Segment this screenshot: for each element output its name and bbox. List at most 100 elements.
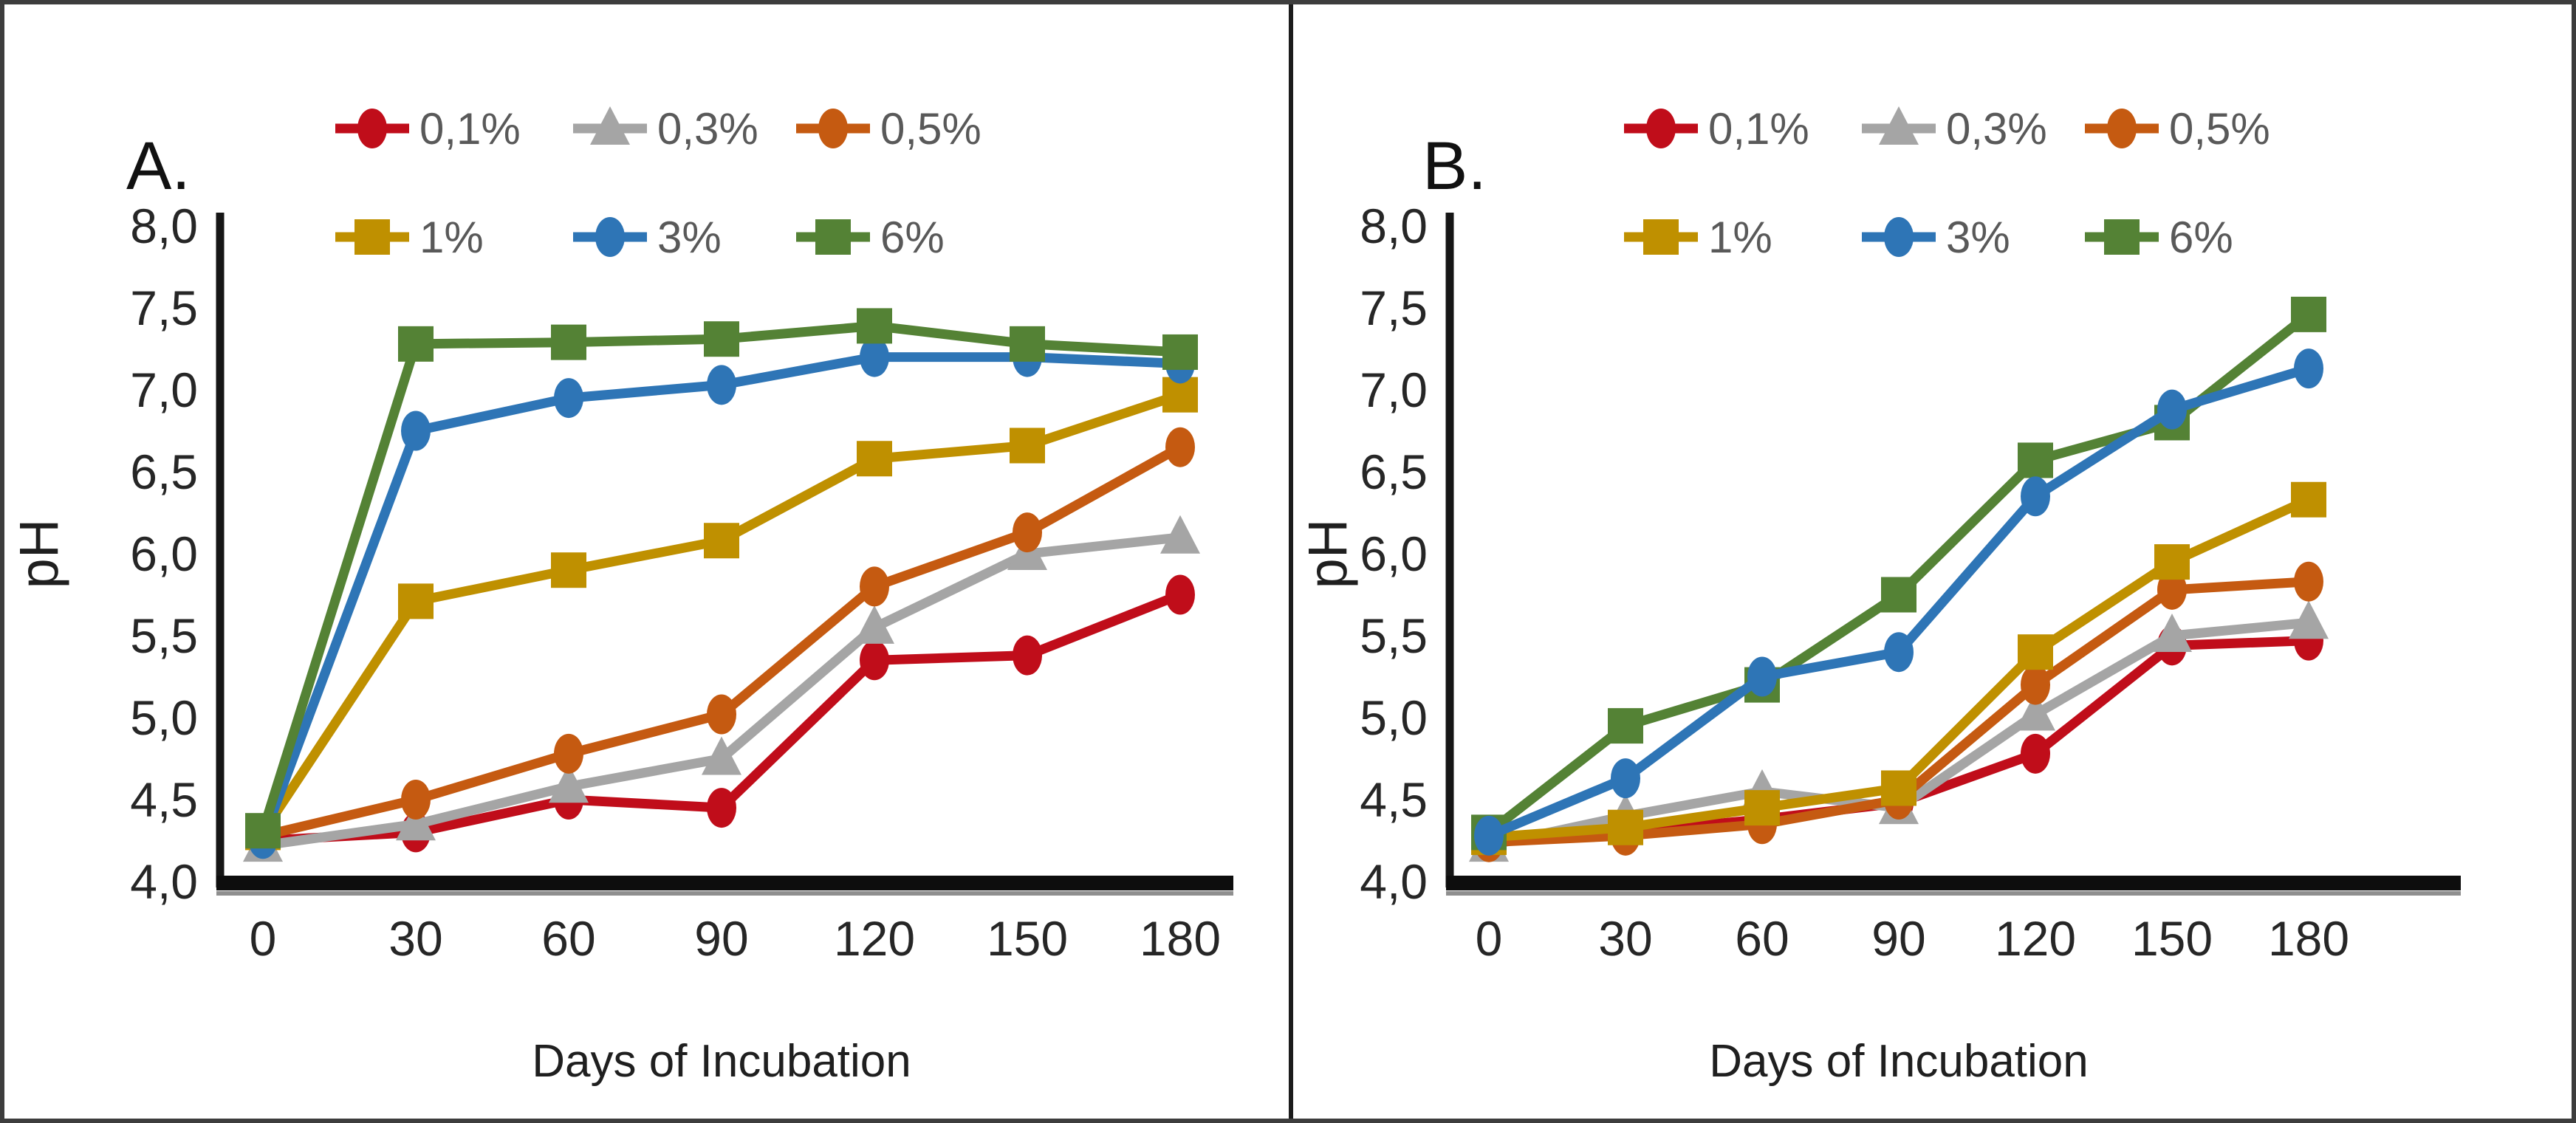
data-point-square-icon [398,326,434,362]
legend-item-0,5%: 0,5% [796,104,982,154]
legend-item-0,3%: 0,3% [573,104,758,154]
y-tick-label: 6,0 [130,526,198,581]
panel-label: A. [126,128,191,204]
data-point-triangle-icon [2015,692,2055,731]
data-point-circle-icon [707,365,736,405]
data-point-square-icon [704,523,739,559]
legend-label: 3% [1946,213,2010,262]
legend-item-0,3%: 0,3% [1862,104,2047,154]
data-point-square-icon [398,583,434,619]
legend-item-3%: 3% [1862,213,2010,262]
data-point-triangle-icon [2289,600,2329,639]
y-tick-label: 5,0 [130,690,198,745]
legend-label: 6% [880,213,945,262]
legend-square-icon [2104,219,2140,255]
data-point-square-icon [1162,334,1198,370]
x-axis-title: Days of Incubation [1709,1036,2089,1087]
series-6% [245,308,1198,849]
data-point-square-icon [1608,708,1643,744]
data-point-square-icon [2018,634,2053,670]
legend-item-0,1%: 0,1% [1624,104,1809,154]
data-point-triangle-icon [1160,515,1200,554]
data-point-square-icon [2154,544,2190,580]
legend-circle-icon [1884,217,1914,257]
data-point-square-icon [857,308,892,344]
data-point-circle-icon [554,378,583,419]
y-tick-label: 4,0 [1360,854,1428,909]
legend-label: 0,3% [657,104,758,154]
line-chart-a: A. 0,1% 0,3% 0,5% 1% 3% 6% 8,0 7,5 7,0 6,5 6,0 5,5 5,… [8,104,1233,1087]
data-point-square-icon [551,324,586,360]
series-3% [1474,348,2323,856]
y-tick-label: 5,5 [1360,608,1428,663]
legend-label: 6% [2169,213,2233,262]
legend-circle-icon [357,109,387,148]
x-tick-label: 120 [1995,911,2076,966]
panel-label: B. [1422,128,1487,204]
x-tick-label: 120 [834,911,915,966]
y-tick-label: 7,0 [130,363,198,417]
data-point-circle-icon [1474,815,1504,856]
y-tick-label: 8,0 [130,199,198,253]
data-point-circle-icon [401,780,431,820]
data-point-square-icon [1881,770,1916,806]
y-tick-label: 5,5 [130,608,198,663]
data-point-circle-icon [707,694,736,735]
data-point-circle-icon [2021,664,2050,705]
legend-item-0,5%: 0,5% [2085,104,2270,154]
x-tick-label: 150 [2131,911,2213,966]
legend-circle-icon [595,217,625,257]
legend-item-3%: 3% [573,213,722,262]
panel-divider [1289,4,1293,1119]
legend-circle-icon [818,109,848,148]
legend-item-6%: 6% [796,213,945,262]
data-point-square-icon [704,321,739,357]
data-point-square-icon [1010,326,1045,362]
x-tick-label: 30 [388,911,442,966]
legend-triangle-icon [1879,106,1919,145]
legend-label: 0,1% [419,104,521,154]
x-tick-label: 150 [987,911,1068,966]
legend-label: 1% [419,213,484,262]
chart-panel-b: B. 0,1% 0,3% 0,5% 1% 3% 6% 8,0 7,5 7,0 6,5 6,0 5,5 5,… [1293,4,2572,1119]
data-point-circle-icon [401,411,431,451]
line-chart-b: B. 0,1% 0,3% 0,5% 1% 3% 6% 8,0 7,5 7,0 6,5 6,0 5,5 5,… [1297,104,2461,1087]
legend-label: 0,5% [2169,104,2270,154]
data-point-square-icon [1608,809,1643,845]
y-tick-label: 6,5 [1360,444,1428,499]
data-point-square-icon [1744,790,1780,826]
data-point-circle-icon [2021,476,2050,517]
legend-item-1%: 1% [335,213,484,262]
legend-label: 0,5% [880,104,982,154]
x-tick-label: 180 [2268,911,2349,966]
data-point-circle-icon [1884,632,1914,673]
legend-square-icon [354,219,390,255]
data-point-circle-icon [1013,635,1042,676]
x-tick-label: 0 [250,911,277,966]
y-tick-label: 7,5 [1360,281,1428,335]
legend-label: 1% [1708,213,1772,262]
legend-label: 0,3% [1946,104,2047,154]
legend-label: 0,1% [1708,104,1809,154]
y-tick-label: 8,0 [1360,199,1428,253]
x-tick-label: 60 [541,911,595,966]
data-point-circle-icon [860,337,889,377]
data-point-circle-icon [1747,656,1777,697]
data-point-circle-icon [1611,758,1640,799]
data-point-circle-icon [860,566,889,607]
legend: 0,1% 0,3% 0,5% 1% 3% 6% [335,104,982,262]
legend-item-1%: 1% [1624,213,1772,262]
data-point-circle-icon [2294,348,2323,389]
x-tick-labels: 0 30 60 90 120 150 180 [250,911,1221,966]
series-0,5% [248,427,1195,856]
x-tick-label: 90 [1871,911,1925,966]
x-tick-labels: 0 30 60 90 120 150 180 [1476,911,2349,966]
x-tick-label: 0 [1476,911,1503,966]
legend-circle-icon [2107,109,2137,148]
legend-square-icon [815,219,851,255]
x-tick-label: 30 [1598,911,1652,966]
legend-item-0,1%: 0,1% [335,104,521,154]
data-point-circle-icon [1013,512,1042,553]
y-axis-title: pH [1297,519,1358,589]
